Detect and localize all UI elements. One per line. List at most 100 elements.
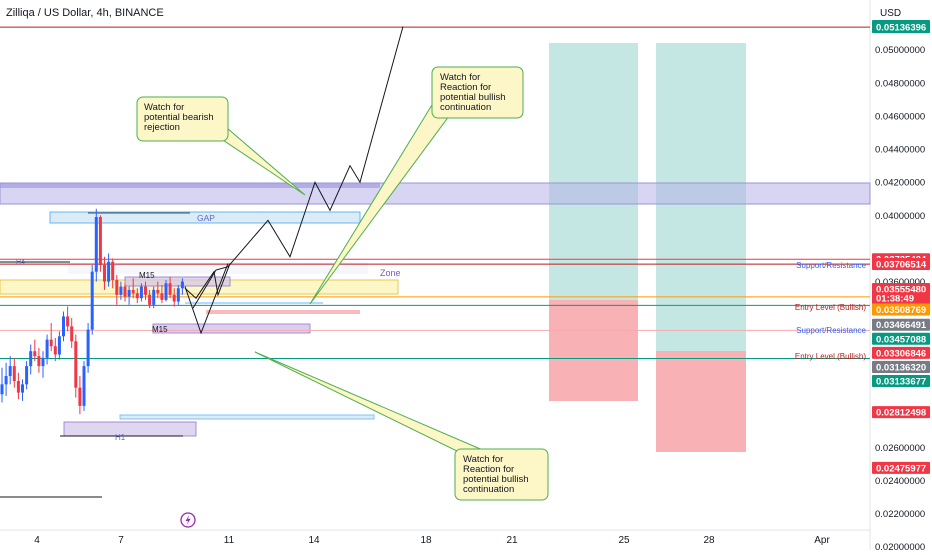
gap-label: GAP: [197, 213, 215, 223]
candle-body: [4, 376, 8, 385]
price-tick-label: 0.04000000: [875, 211, 925, 222]
candle-body: [70, 326, 74, 342]
price-label-badge: [872, 21, 930, 34]
price-label-badge: [872, 292, 930, 305]
currency-label[interactable]: USD: [880, 8, 901, 19]
h1-thin-box[interactable]: [119, 414, 375, 420]
short-risk-zone-1[interactable]: [549, 300, 638, 401]
price-label-badge: [872, 318, 930, 331]
price-label-text: 0.03508769: [876, 305, 926, 316]
callout-top-line-4: continuation: [440, 102, 491, 113]
h4-label-left: H4: [16, 259, 25, 266]
callout-bullish-bottom[interactable]: Watch for Reaction for potential bullish…: [454, 448, 549, 501]
h4-box: [68, 262, 368, 274]
sr-label-top: Support/Resistance: [796, 261, 866, 270]
m15-label-top: M15: [139, 271, 155, 280]
time-tick-label: 14: [308, 535, 320, 546]
price-label-text: 0.03306846: [876, 348, 926, 359]
candle-body: [107, 261, 111, 282]
candle-body: [86, 329, 90, 367]
m15-label-bottom: M15: [152, 325, 168, 334]
long-risk-zone-2[interactable]: [656, 351, 746, 452]
m15-bottom-box[interactable]: [152, 323, 311, 334]
candle-body: [135, 293, 139, 299]
price-tick-label: 0.02400000: [875, 476, 925, 487]
time-axis-ticks: 4 7 11 14 18 21 25 28 Apr: [34, 535, 830, 546]
candle-body: [25, 366, 29, 385]
candle-body: [111, 261, 115, 280]
callout-bullish-top[interactable]: Watch for Reaction for potential bullish…: [431, 66, 524, 119]
candle-body: [45, 339, 49, 358]
price-label-text: 0.03466491: [876, 320, 927, 331]
callout-bottom-line-1: Watch for: [463, 454, 503, 465]
callout-top-line-3: potential bullish: [440, 92, 506, 103]
candle-body: [168, 283, 172, 295]
candle-body: [94, 217, 98, 272]
zone-label: Zone: [380, 268, 401, 278]
callout-bottom-line-3: potential bullish: [463, 474, 529, 485]
price-label-text: 0.03457088: [876, 334, 926, 345]
h1-label: H1: [115, 433, 126, 442]
candle-body: [49, 339, 53, 347]
candle-body: [12, 366, 16, 382]
time-tick-label: 18: [420, 535, 432, 546]
h1-box[interactable]: [63, 421, 197, 437]
candle-body: [33, 351, 37, 357]
price-label-text: 0.03133677: [876, 377, 926, 388]
horizontal-levels: [0, 26, 870, 359]
blue-resistance-band[interactable]: [0, 182, 871, 205]
callout-bearish-line-2: potential bearish: [144, 112, 214, 123]
candle-body: [74, 341, 78, 388]
projection-path: [184, 263, 229, 335]
price-tick-label: 0.04600000: [875, 111, 925, 122]
callout-bearish-line-1: Watch for: [144, 102, 184, 113]
price-tick-label: 0.05000000: [875, 45, 925, 56]
price-tick-label: 0.04200000: [875, 178, 925, 189]
projection-path: [192, 26, 404, 309]
price-axis-ticks: 0.05000000 0.04800000 0.04600000 0.04400000…: [875, 45, 925, 553]
candle-body: [160, 293, 164, 300]
candle-body: [16, 381, 20, 393]
short-reward-zone-1[interactable]: [549, 43, 638, 300]
time-tick-label: 28: [703, 535, 715, 546]
candle-body: [172, 294, 176, 302]
candle-body: [62, 316, 65, 337]
price-label-badge: [872, 360, 930, 373]
price-label-badge: [872, 346, 930, 359]
candle-body: [98, 217, 102, 266]
callout-top-line-1: Watch for: [440, 72, 480, 83]
price-tick-label: 0.02600000: [875, 443, 925, 454]
price-tick-label: 0.03600000: [875, 277, 925, 288]
candle-body: [180, 281, 184, 289]
callout-bottom-pointer: [254, 351, 487, 456]
candle-body: [78, 387, 82, 406]
gap-box[interactable]: [49, 211, 361, 224]
price-label-text: 0.03555480: [876, 285, 926, 296]
time-tick-label: 21: [506, 535, 518, 546]
pink-small-box[interactable]: [206, 310, 360, 314]
price-label-text: 0.05136396: [876, 23, 926, 34]
chart-title: Zilliqa / US Dollar, 4h, BINANCE: [6, 7, 164, 19]
price-label-text: 0.02475977: [876, 463, 926, 474]
candle-body: [156, 289, 160, 294]
price-label-text: 0.03706514: [876, 259, 927, 270]
candle-body: [148, 294, 152, 305]
time-tick-label: Apr: [814, 535, 830, 546]
price-tick-label: 0.04400000: [875, 145, 925, 156]
price-label-badge: [872, 332, 930, 345]
callout-bearish[interactable]: Watch for potential bearish rejection: [136, 96, 229, 142]
m15-top-box[interactable]: [124, 276, 231, 287]
projection-path: [184, 263, 231, 299]
price-label-badge: [872, 375, 930, 388]
lightning-icon[interactable]: [180, 512, 196, 528]
projection-paths: [184, 26, 404, 335]
candle-body: [127, 289, 131, 297]
price-label-badge: [872, 283, 930, 296]
candle-body: [119, 286, 123, 295]
candle-body: [131, 289, 135, 294]
candle-body: [21, 384, 24, 393]
blue-band-inner: [0, 183, 380, 188]
callout-bottom-line-2: Reaction for: [463, 464, 514, 475]
candle-body: [139, 286, 143, 299]
